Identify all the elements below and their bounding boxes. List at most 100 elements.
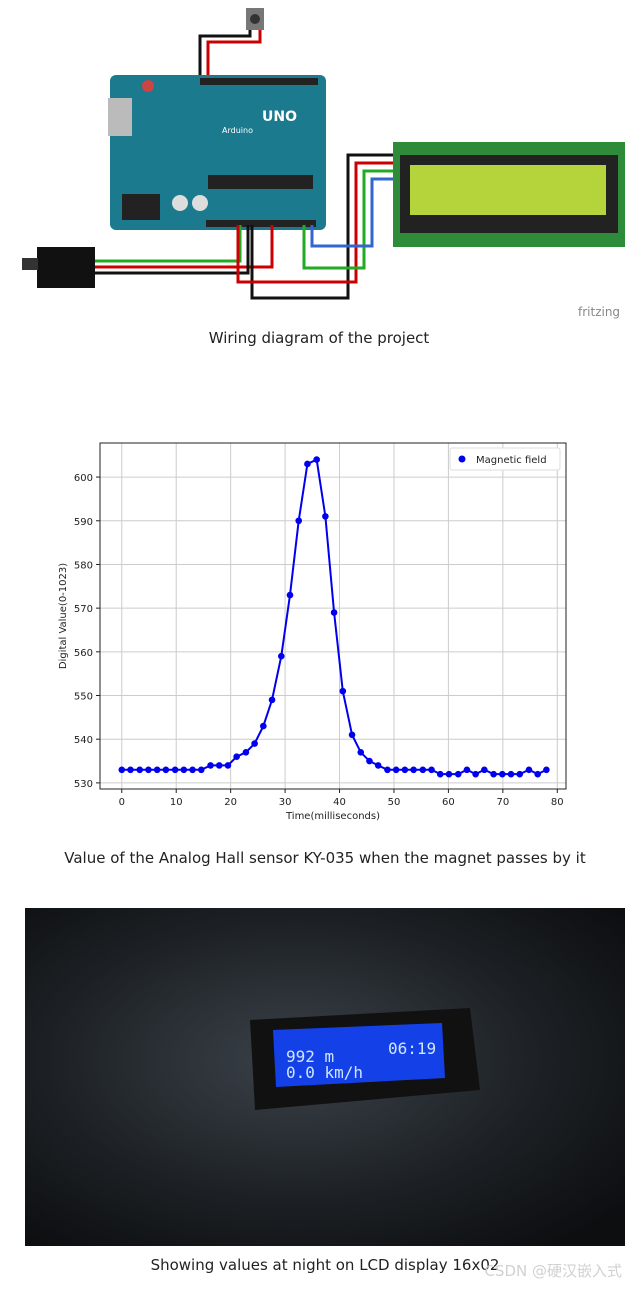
- x-tick-label: 30: [279, 797, 292, 808]
- y-tick-label: 580: [74, 560, 93, 571]
- data-point: [233, 753, 240, 760]
- data-point: [339, 687, 347, 695]
- y-tick-label: 600: [74, 473, 93, 484]
- data-point: [189, 766, 196, 774]
- data-point: [525, 766, 533, 774]
- y-tick-label: 570: [74, 604, 93, 615]
- plot-frame: [99, 442, 567, 790]
- data-point: [516, 770, 524, 778]
- y-tick-label: 530: [74, 779, 93, 790]
- data-point: [348, 731, 356, 739]
- data-point: [392, 766, 400, 774]
- y-tick-label: 560: [74, 648, 93, 659]
- data-point: [145, 766, 152, 774]
- x-tick-label: 50: [388, 797, 401, 808]
- reset-button: [142, 80, 154, 92]
- hall-sensor: [37, 247, 95, 288]
- button-cap: [250, 14, 260, 24]
- x-axis-label: Time(milliseconds): [285, 811, 380, 822]
- photo: 992 m 06:19 0.0 km/h: [25, 908, 625, 1246]
- chip: [208, 175, 313, 189]
- x-tick-label: 70: [496, 797, 509, 808]
- wire: [310, 177, 393, 248]
- data-point: [534, 770, 541, 778]
- data-point: [215, 762, 223, 769]
- capacitor: [172, 195, 188, 211]
- data-point: [445, 770, 453, 778]
- y-tick-label: 550: [74, 692, 93, 703]
- data-point: [410, 766, 417, 774]
- data-point: [180, 766, 188, 774]
- data-line: [121, 458, 547, 776]
- data-point: [401, 766, 409, 774]
- data-point: [242, 749, 250, 756]
- data-point: [454, 770, 462, 778]
- data-point: [428, 766, 435, 774]
- x-tick-label: 20: [224, 797, 237, 808]
- data-point: [260, 722, 267, 730]
- lcd-screen: [410, 165, 606, 215]
- data-point: [268, 696, 276, 704]
- arduino-board: [110, 75, 326, 230]
- header: [206, 220, 316, 227]
- photo-caption: Showing values at night on LCD display 1…: [151, 1256, 500, 1274]
- data-point: [153, 766, 161, 774]
- data-point: [374, 762, 382, 769]
- y-axis-label: Digital Value(0-1023): [58, 563, 69, 669]
- board-label: UNO: [262, 109, 297, 125]
- wire: [95, 225, 242, 263]
- data-point: [304, 460, 311, 468]
- x-tick-label: 40: [333, 797, 346, 808]
- usb-port: [108, 98, 132, 136]
- power-jack: [122, 194, 160, 220]
- wire: [95, 225, 274, 269]
- wire: [206, 30, 262, 80]
- data-point: [224, 762, 232, 769]
- data-point: [419, 766, 427, 774]
- diagram-caption: Wiring diagram of the project: [209, 329, 430, 347]
- wire: [302, 169, 393, 270]
- wire: [236, 161, 393, 284]
- x-tick-label: 80: [551, 797, 564, 808]
- data-point: [136, 766, 144, 774]
- data-point: [277, 652, 285, 660]
- data-point: [472, 770, 479, 778]
- wire: [95, 225, 250, 275]
- data-point: [366, 757, 373, 765]
- data-point: [384, 766, 391, 774]
- legend-box: [449, 447, 561, 471]
- data-point: [507, 770, 515, 778]
- wire: [250, 153, 393, 300]
- chart: 0 10 20 30 40 50 60 70 80 530 540 550 560 570 580 590 60…: [58, 442, 567, 822]
- y-tick-label: 590: [74, 517, 93, 528]
- data-point: [251, 740, 258, 747]
- watermark: CSDN @硬汉嵌入式: [484, 1262, 622, 1280]
- data-point: [481, 766, 488, 774]
- y-tick-label: 540: [74, 735, 93, 746]
- data-point: [207, 762, 214, 769]
- data-point: [330, 609, 338, 616]
- data-point: [171, 766, 179, 774]
- legend-label: Magnetic field: [476, 455, 547, 466]
- data-point: [197, 766, 205, 774]
- tool-label: fritzing: [578, 305, 620, 319]
- lcd-text: 0.0 km/h: [286, 1063, 363, 1082]
- board-brand: Arduino: [222, 126, 253, 135]
- data-point: [543, 766, 550, 774]
- lcd-display: [273, 1023, 445, 1087]
- legend-marker: [458, 455, 466, 463]
- data-point: [436, 770, 444, 778]
- x-tick-label: 10: [170, 797, 183, 808]
- capacitor: [192, 195, 208, 211]
- x-tick-label: 0: [119, 797, 125, 808]
- lcd-text: 992 m: [286, 1047, 334, 1066]
- data-point: [463, 766, 471, 774]
- chart-caption: Value of the Analog Hall sensor KY-035 w…: [64, 849, 586, 867]
- data-point: [357, 749, 365, 756]
- data-point: [127, 766, 134, 774]
- lcd-text: 06:19: [388, 1039, 436, 1058]
- data-point: [286, 591, 294, 599]
- data-point: [313, 456, 320, 463]
- data-point: [499, 770, 506, 778]
